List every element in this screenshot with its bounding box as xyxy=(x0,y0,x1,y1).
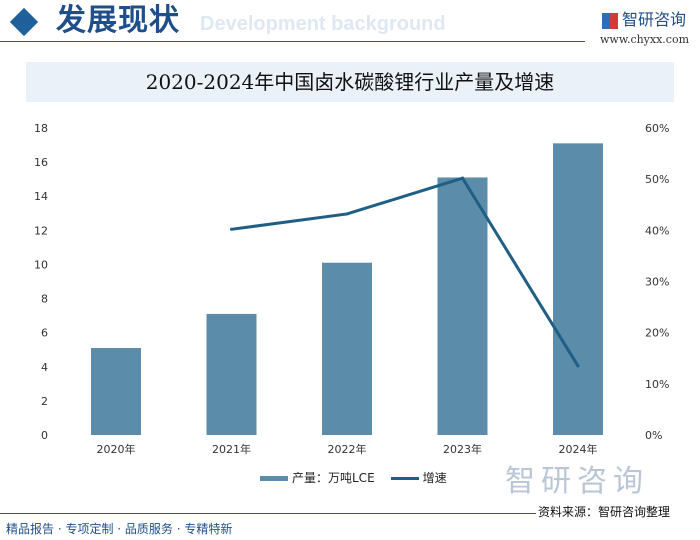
brand-logo: 智研咨询 xyxy=(602,6,686,30)
footer-slogan: 精品报告 · 专项定制 · 品质服务 · 专精特新 xyxy=(6,522,233,536)
bar xyxy=(91,348,141,435)
y-right-tick: 40% xyxy=(645,224,669,237)
y-right-tick: 30% xyxy=(645,276,669,289)
line-point xyxy=(345,212,349,216)
bar xyxy=(206,313,257,435)
y-left-tick: 8 xyxy=(41,293,48,306)
y-left-tick: 2 xyxy=(41,395,48,408)
footer-divider xyxy=(0,513,560,514)
legend-label: 增速 xyxy=(422,471,447,485)
y-left-tick: 18 xyxy=(34,122,48,135)
legend: 产量：万吨LCE 增速 xyxy=(260,470,447,486)
line-point xyxy=(576,364,580,368)
y-left-tick: 10 xyxy=(34,258,48,271)
legend-swatch-line xyxy=(390,477,419,480)
line-point xyxy=(461,176,464,180)
x-tick: 2022年 xyxy=(328,442,367,456)
legend-item-line: 增速 xyxy=(390,470,447,486)
legend-item-bar: 产量：万吨LCE xyxy=(260,470,375,486)
header-ghost-text: Development background xyxy=(200,13,446,35)
y-left-tick: 6 xyxy=(41,327,48,340)
site-url: www.chyxx.com xyxy=(600,33,690,46)
bar xyxy=(553,143,603,435)
y-right-tick: 0% xyxy=(645,429,662,442)
y-left-tick: 0 xyxy=(41,429,48,442)
x-tick: 2021年 xyxy=(212,442,251,456)
x-tick: 2023年 xyxy=(443,442,482,456)
growth-line xyxy=(231,176,580,367)
bar xyxy=(322,262,372,435)
x-tick: 2024年 xyxy=(559,442,598,456)
y-left-tick: 16 xyxy=(34,156,48,169)
y-right-tick: 60% xyxy=(645,122,669,135)
y-left-tick: 4 xyxy=(41,361,48,374)
chart-title-band: 2020-2024年中国卤水碳酸锂行业产量及增速 xyxy=(26,62,674,102)
logo-mark-icon xyxy=(602,12,618,29)
legend-label: 产量：万吨LCE xyxy=(292,471,375,485)
y-left-tick: 12 xyxy=(34,224,48,237)
header-divider xyxy=(0,41,585,42)
source-note: 资料来源：智研咨询整理 xyxy=(536,505,671,520)
logo-text: 智研咨询 xyxy=(622,10,687,29)
line-point xyxy=(230,227,233,231)
y-left-tick: 14 xyxy=(34,190,48,203)
y-right-tick: 10% xyxy=(645,378,669,391)
y-right-tick: 20% xyxy=(645,327,669,340)
y-right-tick: 50% xyxy=(645,173,669,186)
chart-title: 2020-2024年中国卤水碳酸锂行业产量及增速 xyxy=(145,70,555,94)
legend-swatch-bar xyxy=(260,476,288,481)
bar xyxy=(437,177,488,435)
section-title: 发展现状 xyxy=(56,3,180,38)
watermark: 智研咨询 xyxy=(505,464,649,499)
x-tick: 2020年 xyxy=(97,442,136,456)
